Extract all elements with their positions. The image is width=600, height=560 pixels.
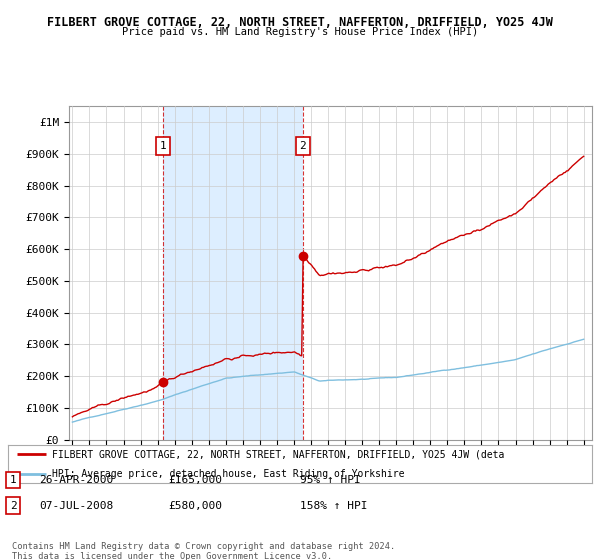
Text: 158% ↑ HPI: 158% ↑ HPI	[300, 501, 367, 511]
Text: 2: 2	[10, 501, 17, 511]
Text: 95% ↑ HPI: 95% ↑ HPI	[300, 475, 361, 485]
Text: 26-APR-2000: 26-APR-2000	[39, 475, 113, 485]
Text: FILBERT GROVE COTTAGE, 22, NORTH STREET, NAFFERTON, DRIFFIELD, YO25 4JW (deta: FILBERT GROVE COTTAGE, 22, NORTH STREET,…	[52, 449, 504, 459]
Text: Contains HM Land Registry data © Crown copyright and database right 2024.
This d: Contains HM Land Registry data © Crown c…	[12, 542, 395, 560]
Text: 1: 1	[10, 475, 17, 485]
Text: FILBERT GROVE COTTAGE, 22, NORTH STREET, NAFFERTON, DRIFFIELD, YO25 4JW: FILBERT GROVE COTTAGE, 22, NORTH STREET,…	[47, 16, 553, 29]
Bar	[163, 106, 303, 440]
Text: 1: 1	[160, 141, 166, 151]
Text: HPI: Average price, detached house, East Riding of Yorkshire: HPI: Average price, detached house, East…	[52, 469, 404, 479]
Text: 2: 2	[299, 141, 306, 151]
Text: £580,000: £580,000	[168, 501, 222, 511]
Text: £165,000: £165,000	[168, 475, 222, 485]
Text: 07-JUL-2008: 07-JUL-2008	[39, 501, 113, 511]
Text: Price paid vs. HM Land Registry's House Price Index (HPI): Price paid vs. HM Land Registry's House …	[122, 27, 478, 37]
